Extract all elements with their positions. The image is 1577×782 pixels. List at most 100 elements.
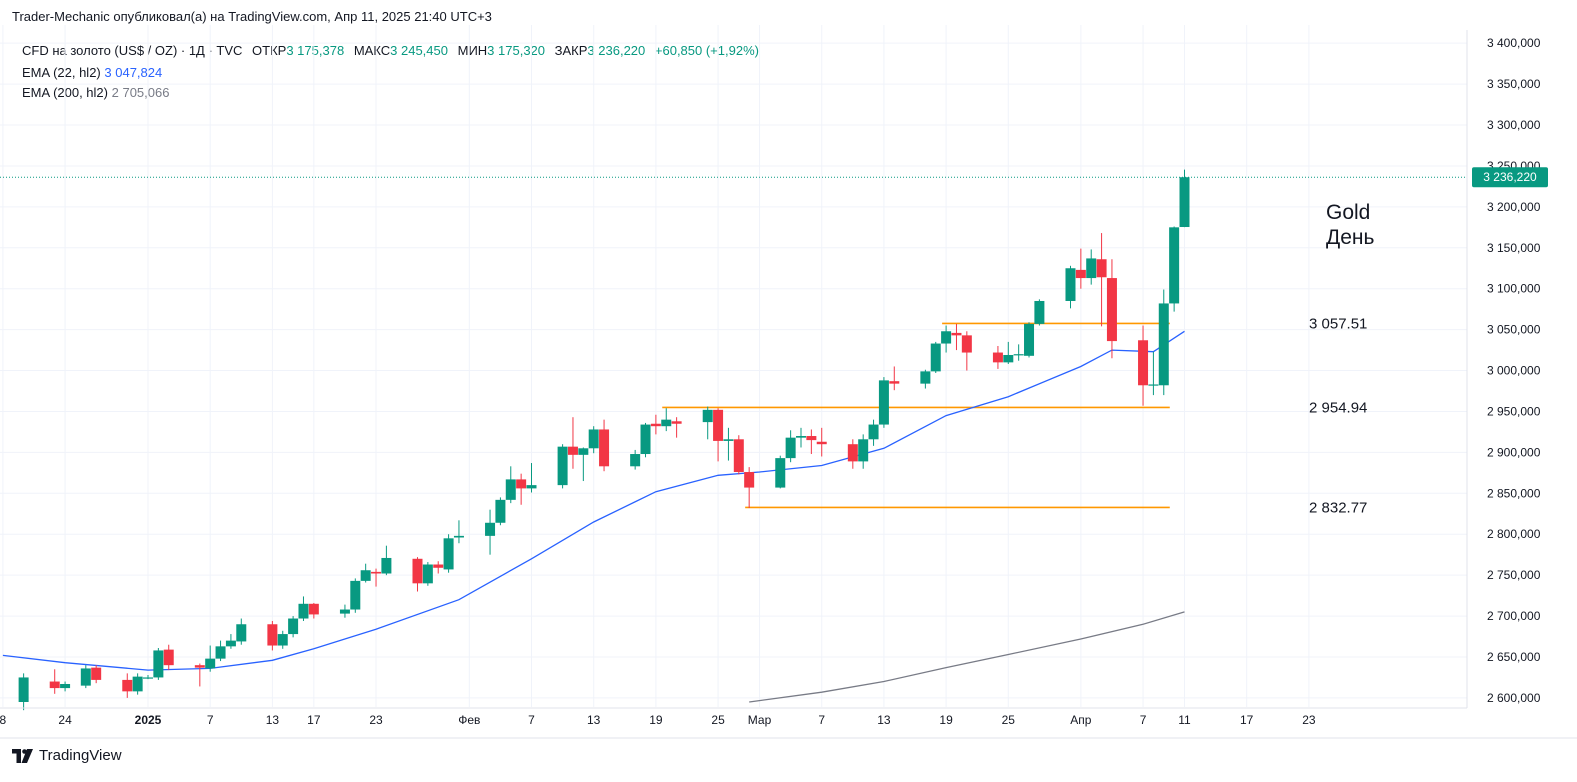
price-tick-label: 2 750,000 (1487, 568, 1541, 582)
candle-body (961, 335, 972, 353)
candle (1003, 341, 1014, 364)
candle-body (723, 439, 734, 441)
candle-body (60, 683, 71, 689)
candle (1024, 322, 1035, 358)
candle-body (277, 634, 288, 646)
tradingview-brand[interactable]: TradingView (12, 747, 122, 764)
symbol-title[interactable]: CFD на золото (US$ / OZ) · 1Д · TVC (22, 43, 243, 58)
candle-body (878, 380, 889, 425)
candle-body (143, 677, 153, 679)
candle (578, 447, 589, 482)
price-tick-label: 2 950,000 (1487, 404, 1541, 418)
candle-body (1148, 384, 1159, 386)
time-tick-label: 25 (711, 713, 725, 727)
candle (495, 497, 506, 526)
candle (1148, 351, 1159, 396)
candle (1158, 289, 1169, 396)
candle-body (951, 332, 962, 336)
candle-body (122, 679, 133, 692)
candle-body (205, 658, 216, 669)
price-chart[interactable]: 3 057.51 2 954.94 2 832.77 2 600,000 2 650,… (0, 0, 1577, 740)
change-value: +60,850 (+1,92%) (654, 43, 759, 58)
time-tick-label: 23 (369, 713, 383, 727)
candle-body (1096, 259, 1107, 278)
candle (1013, 344, 1024, 361)
candle (18, 673, 29, 711)
candle (194, 663, 205, 687)
axes: 2 600,000 2 650,000 2 700,000 2 750,000 2 80… (0, 30, 1577, 739)
candle (671, 417, 682, 438)
candle (153, 647, 164, 680)
open-label: ОТКР (252, 43, 287, 58)
candle-body (422, 564, 433, 584)
candle-body (930, 343, 941, 372)
candle (868, 419, 879, 446)
chart-subtitle: День (1326, 226, 1374, 249)
candle-body (308, 603, 319, 615)
candle (992, 345, 1003, 369)
candle (205, 645, 216, 672)
candle-body (215, 646, 226, 659)
time-tick-label: 17 (1240, 713, 1254, 727)
candle-body (806, 436, 817, 441)
candle-body (1065, 268, 1076, 301)
candle-body (1086, 258, 1097, 279)
candle-body (381, 557, 392, 574)
candle (526, 463, 537, 493)
candle-body (80, 668, 91, 686)
time-tick-label: 13 (587, 713, 601, 727)
author-name[interactable]: Trader-Mechanic (12, 9, 110, 24)
price-tick-label: 3 000,000 (1487, 364, 1541, 378)
candle (650, 414, 661, 435)
candle (878, 377, 889, 428)
ema22-line (2, 330, 1185, 671)
candle-body (1075, 269, 1086, 279)
candle (785, 430, 796, 463)
candle (433, 561, 444, 574)
candles (18, 169, 1190, 711)
ema22-label: EMA (22, hl2) (22, 65, 101, 80)
candle (816, 427, 827, 457)
candle (381, 545, 392, 576)
candle (236, 618, 247, 645)
candle-body (920, 371, 931, 384)
candle-body (868, 424, 879, 440)
ema200-value: 2 705,066 (111, 85, 170, 100)
candle (1096, 233, 1107, 327)
time-tick-label: 11 (1178, 713, 1191, 727)
candle (60, 681, 71, 692)
time-tick-label: 7 (528, 713, 535, 727)
candle-body (1179, 177, 1190, 228)
candle-body (495, 499, 506, 523)
candle-body (1013, 354, 1024, 356)
candle-body (371, 571, 382, 574)
candle (143, 674, 153, 680)
high-label: МАКС (353, 43, 391, 58)
candle-body (194, 665, 205, 668)
candle (567, 417, 578, 469)
price-tick-label: 3 100,000 (1487, 282, 1541, 296)
candle (588, 426, 599, 454)
candle-body (236, 624, 247, 642)
candle-body (775, 458, 786, 488)
candle (640, 422, 651, 458)
candle-body (225, 640, 236, 647)
candle (930, 341, 941, 374)
candle (920, 369, 931, 389)
candle (288, 616, 299, 638)
candle (505, 466, 516, 504)
time-tick-label: 24 (58, 713, 72, 727)
candle-body (661, 419, 672, 427)
candle-body (1106, 278, 1117, 342)
candle (1106, 259, 1117, 359)
candle-body (350, 580, 361, 610)
time-tick-label: 7 (818, 713, 825, 727)
candle (132, 673, 143, 695)
candle-body (1024, 323, 1035, 356)
candle-body (1169, 227, 1180, 304)
candle (91, 665, 102, 684)
candle-body (288, 618, 299, 635)
price-tick-label: 2 700,000 (1487, 609, 1541, 623)
candle-body (1138, 340, 1149, 386)
candle (298, 596, 309, 621)
